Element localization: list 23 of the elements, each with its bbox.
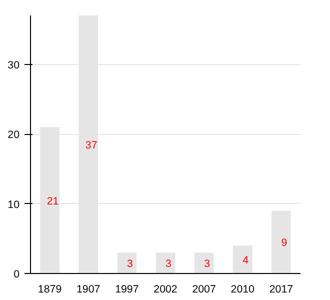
bar bbox=[272, 210, 291, 274]
x-tick-label: 2007 bbox=[192, 284, 216, 296]
y-tick-label: 0 bbox=[14, 268, 20, 280]
data-label: 3 bbox=[166, 258, 172, 270]
data-label: 3 bbox=[204, 258, 210, 270]
y-tick-label: 30 bbox=[8, 59, 20, 72]
bar bbox=[117, 252, 137, 274]
data-label: 9 bbox=[281, 237, 288, 250]
x-tick-label: 1907 bbox=[76, 284, 100, 296]
x-tick-label: 1997 bbox=[115, 284, 139, 296]
bar bbox=[156, 252, 176, 274]
data-label: 21 bbox=[46, 195, 59, 208]
data-label: 3 bbox=[126, 258, 133, 270]
data-label: 4 bbox=[242, 254, 249, 267]
x-tick-label: 2002 bbox=[154, 284, 178, 296]
data-label: 37 bbox=[85, 140, 98, 152]
bar bbox=[194, 252, 214, 274]
bar bbox=[233, 246, 252, 274]
y-tick-label: 10 bbox=[8, 198, 20, 211]
x-tick-label: 1879 bbox=[38, 284, 62, 296]
y-tick-label: 20 bbox=[8, 129, 20, 142]
x-tick-label: 2010 bbox=[230, 284, 255, 296]
x-tick-label: 2017 bbox=[269, 284, 294, 296]
